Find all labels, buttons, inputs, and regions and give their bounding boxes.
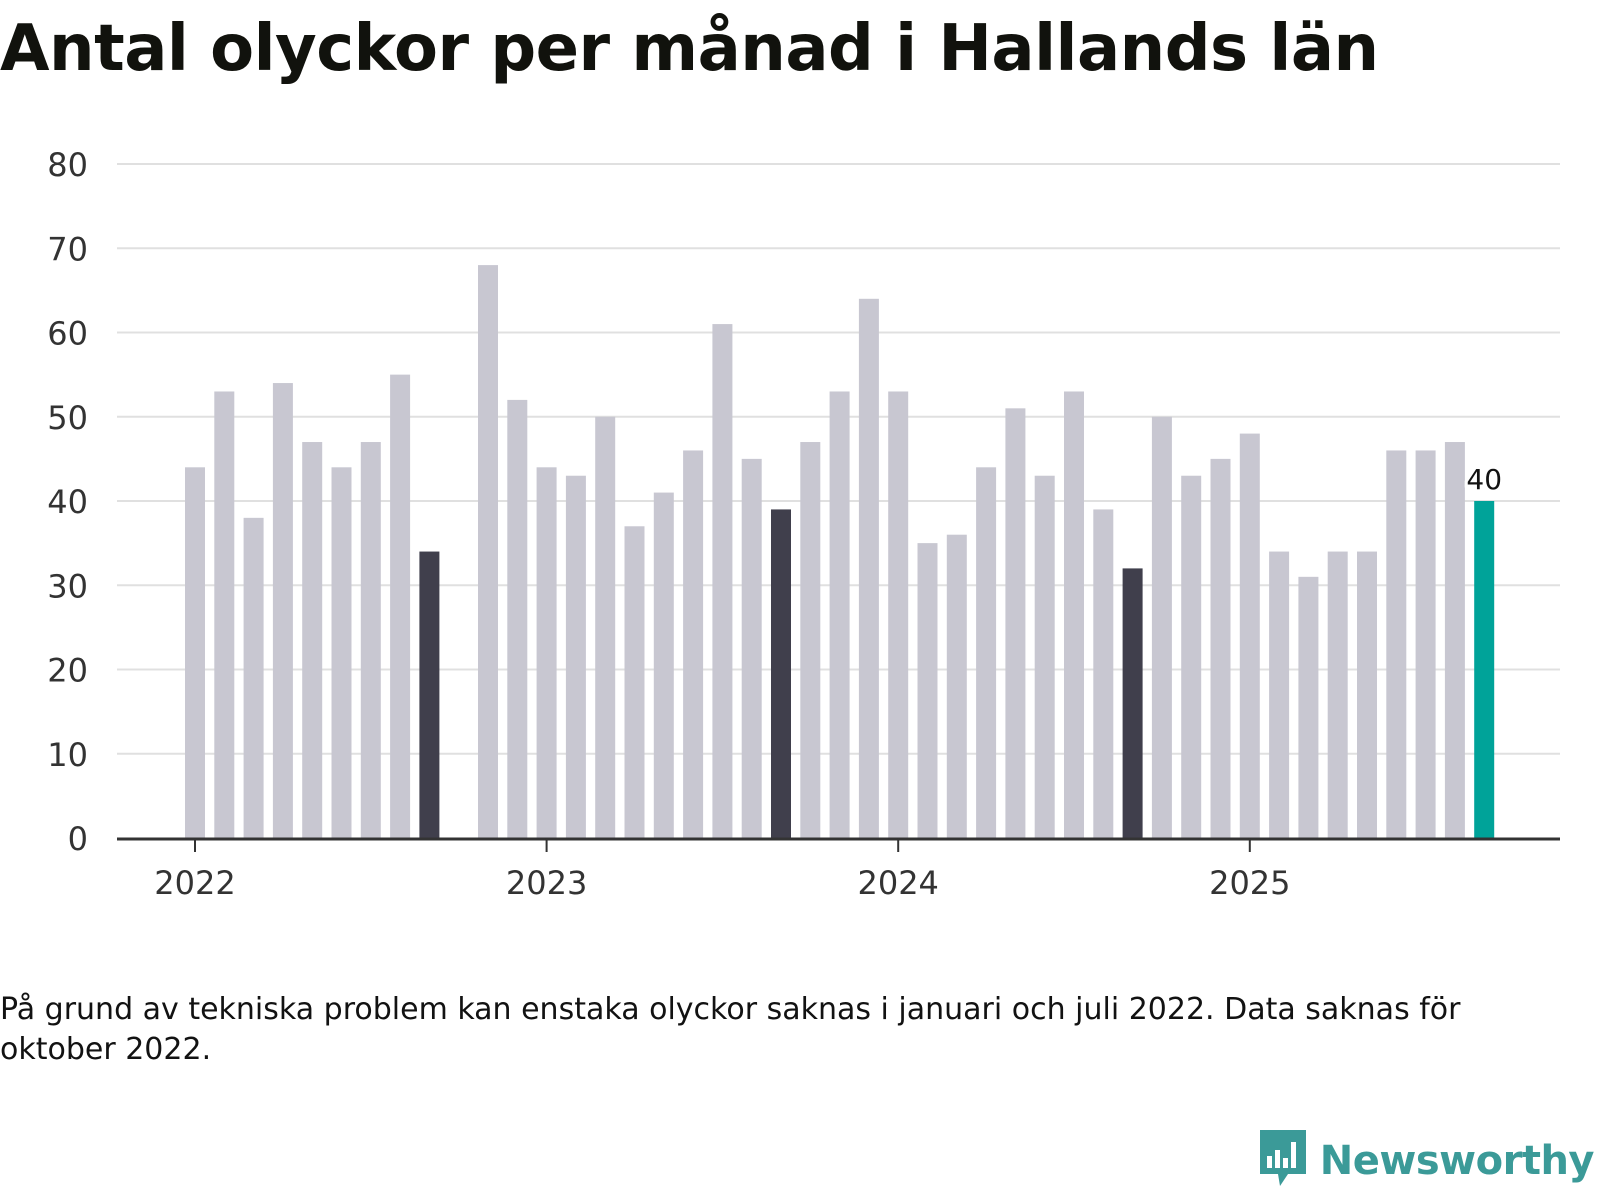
chart-title: Antal olyckor per månad i Hallands län <box>0 12 1379 86</box>
y-tick-label: 70 <box>47 230 88 268</box>
data-label: 40 <box>1466 463 1502 496</box>
y-tick-label: 60 <box>47 315 88 353</box>
y-tick-label: 30 <box>47 567 88 605</box>
y-tick-label: 0 <box>68 820 88 858</box>
bar <box>653 492 674 838</box>
bar <box>829 391 850 838</box>
bar <box>976 467 997 838</box>
bar <box>1210 458 1231 838</box>
bar <box>1239 433 1260 838</box>
bar <box>507 399 528 838</box>
bar <box>712 324 733 838</box>
bar <box>565 475 586 838</box>
newsworthy-logo-icon <box>1258 1130 1308 1192</box>
x-tick-label: 2023 <box>506 864 587 902</box>
bar <box>185 467 205 838</box>
bar <box>1093 509 1114 838</box>
y-tick-label: 80 <box>47 146 88 184</box>
data-labels: 40 <box>1463 460 1505 499</box>
bar <box>1269 551 1290 838</box>
y-tick-label: 20 <box>47 652 88 690</box>
x-tick-label: 2022 <box>154 864 235 902</box>
x-tick-label: 2025 <box>1209 864 1290 902</box>
bar-highlighted <box>1122 568 1143 838</box>
x-tick-label: 2024 <box>857 864 938 902</box>
y-tick-label: 10 <box>47 736 88 774</box>
bar <box>1444 442 1465 838</box>
bar <box>1034 475 1055 838</box>
bar <box>536 467 557 838</box>
footnote: På grund av tekniska problem kan enstaka… <box>0 992 1461 1067</box>
bar <box>360 442 381 838</box>
bar <box>331 467 352 838</box>
bar <box>741 458 762 838</box>
bar <box>478 265 498 839</box>
bar <box>1005 408 1026 838</box>
axes: 0 10 20 30 40 50 60 70 80 2022 2023 2024 2025 <box>47 146 1560 902</box>
bar <box>1357 551 1377 838</box>
bar <box>302 442 323 838</box>
brand-name: Newsworthy <box>1319 1138 1595 1184</box>
bar <box>272 383 293 838</box>
bar-chart: 0 10 20 30 40 50 60 70 80 2022 2023 2024 2025 40 <box>47 146 1560 902</box>
bar <box>683 450 704 838</box>
bar <box>595 416 616 838</box>
bar <box>1327 551 1348 838</box>
bar <box>1151 416 1172 838</box>
bar <box>624 526 645 838</box>
bar <box>1298 576 1319 838</box>
bar <box>1415 450 1436 838</box>
bar <box>888 391 909 838</box>
bar-highlighted <box>771 509 791 838</box>
bar <box>858 298 879 838</box>
bar <box>800 442 821 838</box>
bars <box>185 265 1495 839</box>
bar <box>946 534 967 838</box>
bar-highlighted <box>419 551 440 838</box>
bar <box>1181 475 1202 838</box>
bar <box>243 517 264 838</box>
bar <box>1386 450 1407 838</box>
bar <box>1064 391 1084 838</box>
bar <box>214 391 235 838</box>
brand-logo: Newsworthy <box>1258 1130 1595 1192</box>
bar-latest <box>1474 501 1495 838</box>
y-tick-label: 50 <box>47 399 88 437</box>
bar <box>917 543 938 838</box>
bar <box>390 374 411 838</box>
y-tick-label: 40 <box>47 483 88 521</box>
